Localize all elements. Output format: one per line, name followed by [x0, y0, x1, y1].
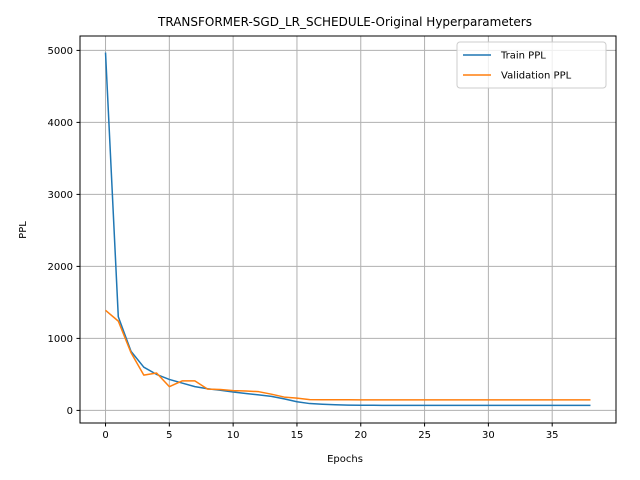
x-tick-label: 15	[291, 430, 304, 441]
x-tick-label: 10	[227, 430, 240, 441]
y-tick-label: 4000	[48, 118, 73, 129]
y-tick-label: 0	[67, 406, 73, 417]
legend-label: Validation PPL	[501, 71, 572, 82]
y-axis-title: PPL	[18, 221, 29, 239]
x-tick-label: 5	[166, 430, 172, 441]
series-line-train-ppl	[104, 52, 591, 407]
y-tick-label: 1000	[48, 334, 73, 345]
y-tick-label: 2000	[48, 262, 73, 273]
legend: Train PPL Validation PPL	[456, 41, 607, 89]
y-tick-label: 5000	[48, 46, 73, 57]
x-tick-label: 0	[102, 430, 108, 441]
y-axis: 0 1000 2000 3000 4000 5000	[48, 46, 80, 417]
grid	[80, 36, 616, 423]
legend-label: Train PPL	[500, 51, 546, 62]
series-lines	[104, 52, 591, 407]
x-axis-title: Epochs	[327, 454, 363, 465]
chart-title: TRANSFORMER-SGD_LR_SCHEDULE-Original Hyp…	[157, 15, 532, 29]
series-line-validation-ppl	[105, 309, 591, 401]
x-axis: 0 5 10 15 20 25 30 35	[102, 423, 559, 441]
x-tick-label: 30	[482, 430, 495, 441]
y-tick-label: 3000	[48, 190, 73, 201]
legend-box	[456, 41, 607, 89]
x-tick-label: 35	[546, 430, 559, 441]
plot-frame	[79, 35, 617, 424]
x-tick-label: 20	[354, 430, 367, 441]
x-tick-label: 25	[418, 430, 431, 441]
